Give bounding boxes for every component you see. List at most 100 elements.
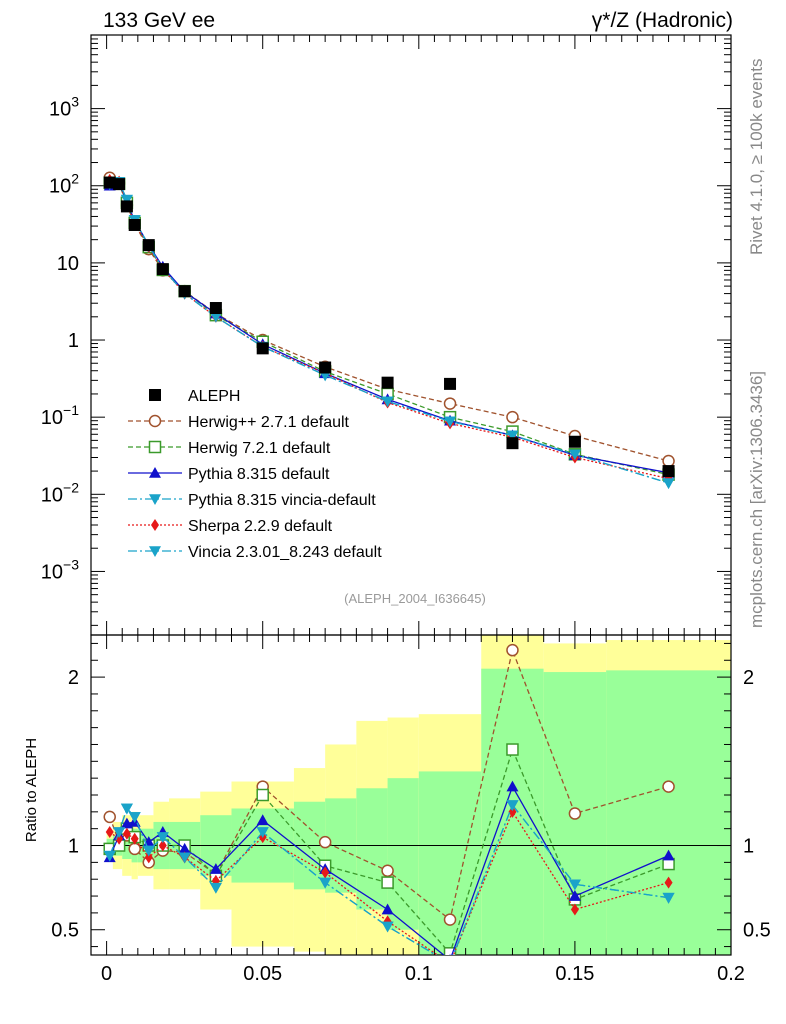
ratio-marker-pythia	[178, 842, 191, 854]
ratio-marker-sherpa	[122, 827, 131, 840]
legend-entry-pythia: Pythia 8.315 default	[128, 466, 330, 483]
ratio-marker-vincia	[113, 827, 126, 839]
band-inner-segment	[387, 778, 419, 930]
ratio-uncertainty-bands	[106, 635, 731, 955]
ratio-y-tick-label-right: 0.5	[743, 920, 771, 942]
ratio-marker-vincia	[568, 879, 581, 891]
ratio-marker-vincia	[128, 812, 141, 823]
ratio-y-tick-label: 2	[68, 667, 79, 689]
aleph-data-point	[319, 361, 332, 374]
main-marker-vincia	[568, 449, 581, 461]
legend-marker-aleph	[149, 389, 161, 401]
main-marker-herwigpp	[506, 410, 519, 424]
main-y-tick-label: 10−2	[41, 479, 79, 506]
ratio-marker-herwigpp	[443, 913, 457, 926]
legend-label-pythia: Pythia 8.315 default	[188, 466, 330, 483]
ratio-x-tick-label: 0.2	[717, 963, 745, 985]
ratio-marker-herwig7	[256, 788, 269, 802]
aleph-data-point	[142, 239, 155, 252]
legend-entry-aleph: ALEPH	[149, 388, 240, 405]
ratio-x-tick-label: 0.1	[405, 963, 433, 985]
aleph-data-point	[256, 342, 269, 355]
main-y-tick-label: 10	[57, 253, 79, 275]
main-y-tick-label: 10−1	[41, 402, 79, 429]
band-inner-segment	[418, 771, 482, 955]
main-marker-herwigpp	[443, 397, 457, 410]
legend-marker-pythia_vincia	[149, 494, 161, 505]
main-marker-vincia	[662, 478, 675, 490]
main-y-tick-label: 103	[49, 94, 79, 121]
ratio-marker-sherpa	[446, 957, 454, 969]
ratio-marker-vincia	[178, 852, 191, 864]
aleph-data-point	[113, 178, 126, 191]
ratio-marker-pythia	[662, 849, 675, 861]
legend-entry-sherpa: Sherpa 2.2.9 default	[128, 518, 333, 535]
main-marker-vincia	[381, 396, 394, 408]
ratio-marker-vincia	[120, 803, 133, 815]
ratio-marker-vincia	[506, 800, 519, 812]
ratio-marker-pythia	[381, 903, 394, 915]
legend-marker-herwigpp	[148, 414, 162, 428]
ratio-y-tick-label: 0.5	[51, 920, 79, 942]
aleph-data-point	[209, 302, 222, 315]
ratio-marker-sherpa	[158, 839, 167, 852]
ratio-marker-vincia	[319, 877, 332, 889]
ratio-marker-vincia	[444, 959, 456, 970]
ratio-y-label: Ratio to ALEPH	[23, 738, 40, 842]
ratio-marker-sherpa	[105, 826, 114, 839]
band-inner-segment	[606, 670, 731, 955]
main-line-sherpa	[109, 179, 669, 480]
ratio-marker-herwigpp	[103, 810, 116, 824]
main-y-tick-label: 102	[49, 171, 79, 198]
ratio-axes: 0.5 0.5 1 1 2 2 0 0.05 0.1 0.15 0.2	[51, 635, 771, 985]
ratio-series-layer	[103, 643, 675, 970]
aleph-data-point	[506, 437, 519, 450]
ratio-marker-vincia	[142, 845, 155, 857]
legend-label-sherpa: Sherpa 2.2.9 default	[188, 518, 333, 535]
legend-entry-herwig7: Herwig 7.2.1 default	[128, 440, 331, 457]
legend-marker-vincia	[149, 546, 161, 557]
legend: ALEPH Herwig++ 2.7.1 default Herwig 7.2.1 …	[128, 388, 382, 561]
ratio-marker-herwigpp	[318, 835, 332, 849]
aleph-data-point	[444, 377, 457, 390]
main-marker-vincia	[444, 416, 457, 428]
ratio-marker-vincia	[209, 882, 222, 894]
ratio-marker-sherpa	[321, 866, 330, 879]
mcplots-label: mcplots.cern.ch [arXiv:1306.3436]	[747, 371, 766, 628]
ratio-marker-pythia	[256, 814, 269, 826]
legend-entry-herwigpp: Herwig++ 2.7.1 default	[128, 414, 350, 431]
ratio-marker-herwigpp	[128, 842, 141, 856]
ratio-marker-pythia_vincia	[444, 959, 456, 970]
legend-label-pythia_vincia: Pythia 8.315 vincia-default	[188, 492, 376, 509]
aleph-data-point	[662, 465, 675, 478]
legend-marker-herwig7	[148, 440, 162, 454]
aleph-data-point	[156, 263, 169, 276]
legend-label-herwig7: Herwig 7.2.1 default	[188, 440, 331, 457]
ratio-x-tick-label: 0	[101, 963, 112, 985]
legend-label-aleph: ALEPH	[188, 388, 240, 405]
ratio-marker-herwig7	[506, 743, 519, 756]
main-line-pythia_vincia	[109, 181, 669, 484]
ratio-marker-pythia	[506, 780, 519, 792]
main-series-aleph	[103, 176, 675, 478]
legend-entry-pythia_vincia: Pythia 8.315 vincia-default	[128, 492, 376, 509]
aleph-data-point	[128, 218, 141, 231]
legend-entry-vincia: Vincia 2.3.01_8.243 default	[128, 544, 382, 561]
main-line-vincia	[109, 181, 669, 484]
main-marker-herwigpp	[662, 454, 675, 468]
ratio-marker-herwig7	[443, 947, 457, 955]
ratio-marker-sherpa	[570, 903, 579, 916]
legend-label-herwigpp: Herwig++ 2.7.1 default	[188, 414, 350, 431]
ratio-marker-vincia	[662, 892, 675, 904]
legend-label-vincia: Vincia 2.3.01_8.243 default	[188, 544, 382, 561]
main-plot-frame	[90, 34, 732, 636]
ratio-series-vincia	[103, 800, 675, 970]
aleph-data-point	[381, 376, 394, 389]
ratio-marker-herwigpp	[381, 864, 394, 878]
main-series-sherpa	[105, 173, 673, 485]
ratio-marker-pythia	[209, 863, 222, 874]
ratio-x-tick-label: 0.05	[243, 963, 282, 985]
legend-marker-sherpa	[151, 519, 159, 531]
main-marker-vincia	[120, 194, 133, 206]
